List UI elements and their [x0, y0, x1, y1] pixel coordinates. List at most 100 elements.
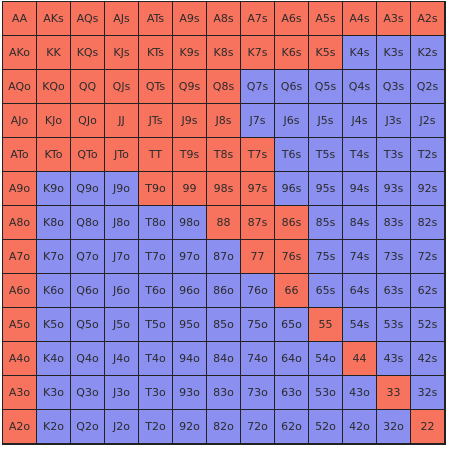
hand-cell[interactable]: 95s — [309, 172, 343, 206]
hand-cell[interactable]: J3o — [105, 376, 139, 410]
hand-cell[interactable]: J6s — [275, 104, 309, 138]
hand-cell[interactable]: AA — [3, 2, 37, 36]
hand-cell[interactable]: Q2s — [411, 70, 445, 104]
hand-cell[interactable]: K2s — [411, 36, 445, 70]
hand-cell[interactable]: 83s — [377, 206, 411, 240]
hand-cell[interactable]: AQs — [71, 2, 105, 36]
hand-cell[interactable]: 76s — [275, 240, 309, 274]
hand-cell[interactable]: T2s — [411, 138, 445, 172]
hand-cell[interactable]: T8s — [207, 138, 241, 172]
hand-cell[interactable]: K8s — [207, 36, 241, 70]
hand-cell[interactable]: T4o — [139, 342, 173, 376]
hand-cell[interactable]: 43o — [343, 376, 377, 410]
hand-cell[interactable]: 87s — [241, 206, 275, 240]
hand-cell[interactable]: 77 — [241, 240, 275, 274]
hand-cell[interactable]: 82s — [411, 206, 445, 240]
hand-cell[interactable]: AKs — [37, 2, 71, 36]
hand-cell[interactable]: J2s — [411, 104, 445, 138]
hand-cell[interactable]: T7s — [241, 138, 275, 172]
hand-cell[interactable]: J4o — [105, 342, 139, 376]
hand-cell[interactable]: 92s — [411, 172, 445, 206]
hand-cell[interactable]: 66 — [275, 274, 309, 308]
hand-cell[interactable]: 32o — [377, 410, 411, 444]
hand-cell[interactable]: K7o — [37, 240, 71, 274]
hand-cell[interactable]: K9s — [173, 36, 207, 70]
hand-cell[interactable]: 84o — [207, 342, 241, 376]
hand-cell[interactable]: A7o — [3, 240, 37, 274]
hand-cell[interactable]: A9o — [3, 172, 37, 206]
hand-cell[interactable]: T7o — [139, 240, 173, 274]
hand-cell[interactable]: 74o — [241, 342, 275, 376]
hand-cell[interactable]: 75o — [241, 308, 275, 342]
hand-cell[interactable]: KK — [37, 36, 71, 70]
hand-cell[interactable]: AJo — [3, 104, 37, 138]
hand-cell[interactable]: Q3s — [377, 70, 411, 104]
hand-cell[interactable]: J4s — [343, 104, 377, 138]
hand-cell[interactable]: K8o — [37, 206, 71, 240]
hand-cell[interactable]: 95o — [173, 308, 207, 342]
hand-cell[interactable]: 96o — [173, 274, 207, 308]
hand-cell[interactable]: ATs — [139, 2, 173, 36]
hand-cell[interactable]: Q5o — [71, 308, 105, 342]
hand-cell[interactable]: T9s — [173, 138, 207, 172]
hand-cell[interactable]: A5s — [309, 2, 343, 36]
hand-cell[interactable]: JTo — [105, 138, 139, 172]
hand-cell[interactable]: 86s — [275, 206, 309, 240]
hand-cell[interactable]: Q2o — [71, 410, 105, 444]
hand-cell[interactable]: A2o — [3, 410, 37, 444]
hand-cell[interactable]: K6o — [37, 274, 71, 308]
hand-cell[interactable]: 63s — [377, 274, 411, 308]
hand-cell[interactable]: K4o — [37, 342, 71, 376]
hand-cell[interactable]: Q4o — [71, 342, 105, 376]
hand-cell[interactable]: 98o — [173, 206, 207, 240]
hand-cell[interactable]: 82o — [207, 410, 241, 444]
hand-cell[interactable]: QQ — [71, 70, 105, 104]
hand-cell[interactable]: J9o — [105, 172, 139, 206]
hand-cell[interactable]: 55 — [309, 308, 343, 342]
hand-cell[interactable]: 97o — [173, 240, 207, 274]
hand-cell[interactable]: KJo — [37, 104, 71, 138]
hand-cell[interactable]: T8o — [139, 206, 173, 240]
hand-cell[interactable]: T4s — [343, 138, 377, 172]
hand-cell[interactable]: 52s — [411, 308, 445, 342]
hand-cell[interactable]: A9s — [173, 2, 207, 36]
hand-cell[interactable]: 99 — [173, 172, 207, 206]
hand-cell[interactable]: Q3o — [71, 376, 105, 410]
hand-cell[interactable]: 76o — [241, 274, 275, 308]
hand-cell[interactable]: A6o — [3, 274, 37, 308]
hand-cell[interactable]: J8s — [207, 104, 241, 138]
hand-cell[interactable]: T3o — [139, 376, 173, 410]
hand-cell[interactable]: K3s — [377, 36, 411, 70]
hand-cell[interactable]: A3s — [377, 2, 411, 36]
hand-cell[interactable]: Q5s — [309, 70, 343, 104]
hand-cell[interactable]: J2o — [105, 410, 139, 444]
hand-cell[interactable]: Q7s — [241, 70, 275, 104]
hand-cell[interactable]: AKo — [3, 36, 37, 70]
hand-cell[interactable]: A2s — [411, 2, 445, 36]
hand-cell[interactable]: 94o — [173, 342, 207, 376]
hand-cell[interactable]: Q9s — [173, 70, 207, 104]
hand-cell[interactable]: J7s — [241, 104, 275, 138]
hand-cell[interactable]: J6o — [105, 274, 139, 308]
hand-cell[interactable]: A5o — [3, 308, 37, 342]
hand-cell[interactable]: A3o — [3, 376, 37, 410]
hand-cell[interactable]: A6s — [275, 2, 309, 36]
hand-cell[interactable]: K9o — [37, 172, 71, 206]
hand-cell[interactable]: 63o — [275, 376, 309, 410]
hand-cell[interactable]: 64s — [343, 274, 377, 308]
hand-cell[interactable]: QJs — [105, 70, 139, 104]
hand-cell[interactable]: K5s — [309, 36, 343, 70]
hand-cell[interactable]: 85s — [309, 206, 343, 240]
hand-cell[interactable]: 22 — [411, 410, 445, 444]
hand-cell[interactable]: KJs — [105, 36, 139, 70]
hand-cell[interactable]: AQo — [3, 70, 37, 104]
hand-cell[interactable]: 85o — [207, 308, 241, 342]
hand-cell[interactable]: T5o — [139, 308, 173, 342]
hand-cell[interactable]: 54s — [343, 308, 377, 342]
hand-cell[interactable]: Q4s — [343, 70, 377, 104]
hand-cell[interactable]: 72o — [241, 410, 275, 444]
hand-cell[interactable]: J5s — [309, 104, 343, 138]
hand-cell[interactable]: 54o — [309, 342, 343, 376]
hand-cell[interactable]: T9o — [139, 172, 173, 206]
hand-cell[interactable]: 73o — [241, 376, 275, 410]
